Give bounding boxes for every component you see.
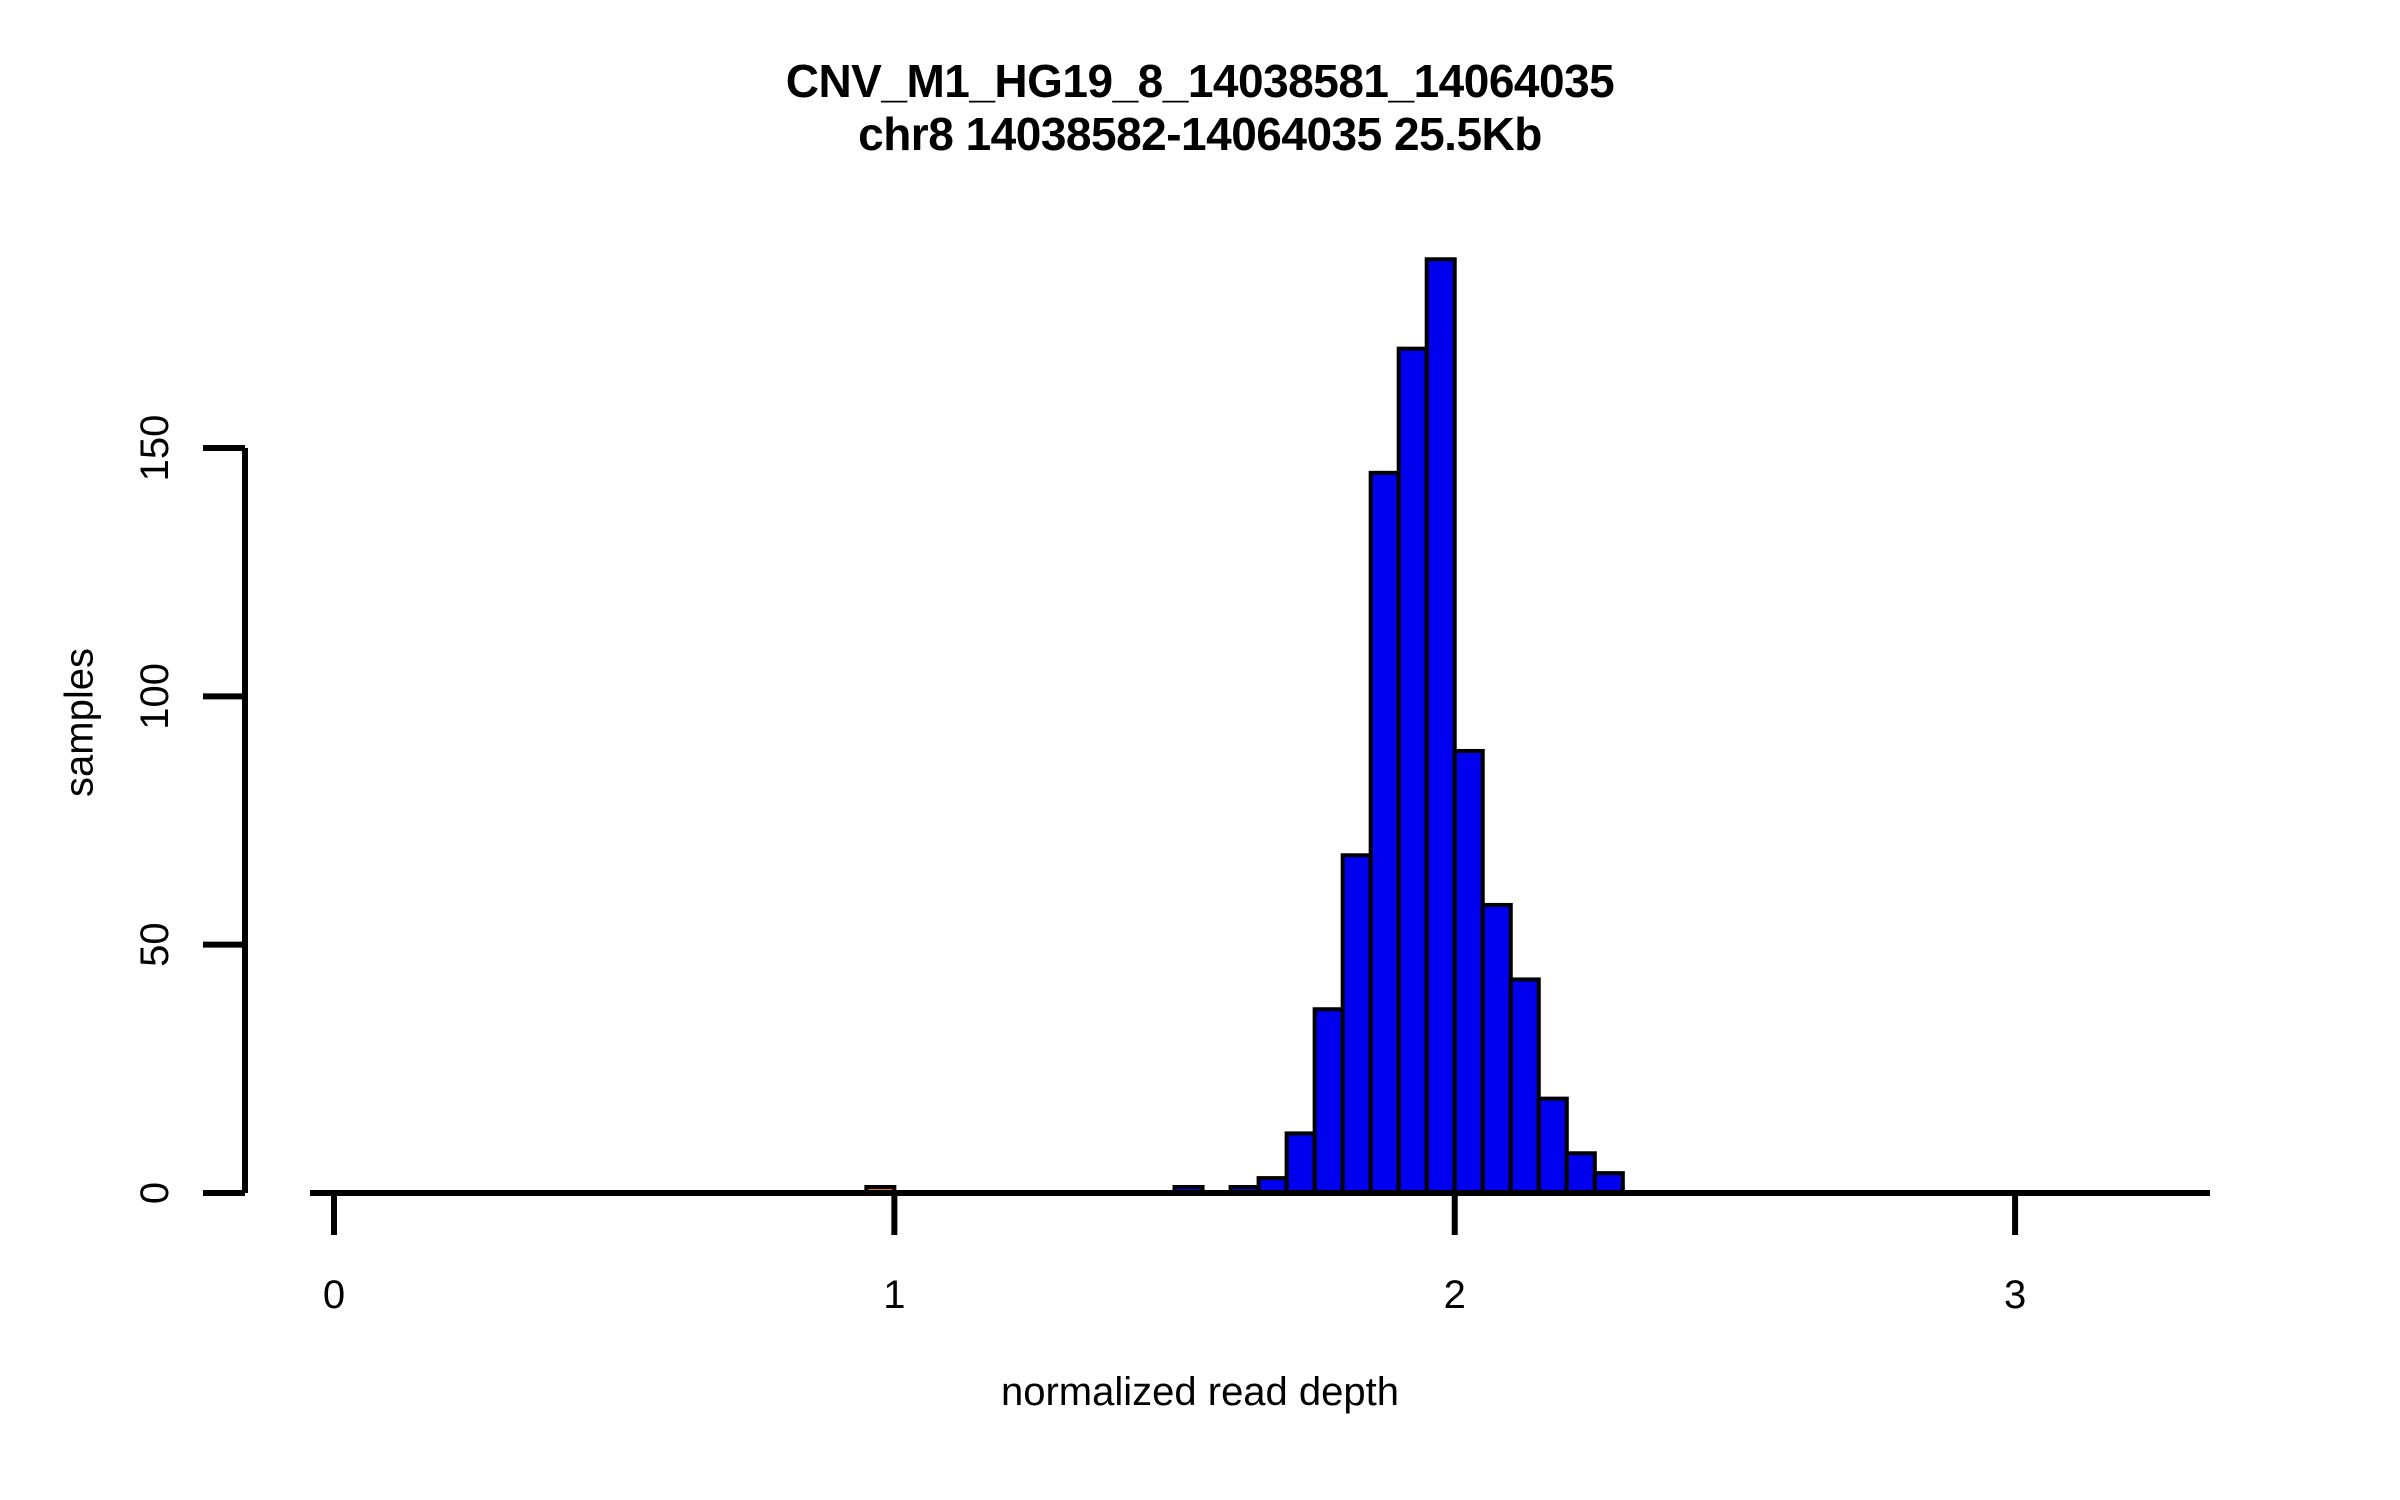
histogram-bar [1424, 257, 1457, 1195]
histogram-bar [1452, 748, 1485, 1195]
histogram-bar [1284, 1131, 1317, 1196]
y-tick-label: 50 [133, 922, 177, 967]
histogram-bar [1564, 1151, 1597, 1196]
y-axis-ticks: 0 50 100 150 [133, 415, 245, 1204]
histogram-bar [1396, 346, 1429, 1195]
y-tick-label: 150 [133, 415, 177, 482]
histogram-bar [1368, 470, 1401, 1196]
chart-axes [242, 448, 2210, 1196]
x-axis-ticks: 0 1 2 3 [323, 1193, 2026, 1317]
chart-title-line-1: CNV_M1_HG19_8_14038581_14064035 [785, 55, 1615, 107]
x-tick-label: 1 [883, 1273, 905, 1317]
y-tick-label: 0 [133, 1182, 177, 1204]
histogram-bar [1508, 977, 1541, 1196]
y-axis-label: samples [57, 648, 102, 797]
histogram-bar [1536, 1096, 1569, 1195]
y-tick-label: 100 [133, 663, 177, 730]
chart-title-block: CNV_M1_HG19_8_14038581_14064035 chr8 140… [0, 55, 2400, 162]
histogram-bar [1312, 1007, 1345, 1195]
histogram-bar [1340, 853, 1373, 1195]
x-tick-label: 0 [323, 1273, 345, 1317]
x-axis-label: normalized read depth [1000, 1370, 1400, 1414]
x-tick-label: 2 [1444, 1273, 1466, 1317]
histogram-bar [1480, 902, 1513, 1196]
chart-title-line-2: chr8 14038582-14064035 25.5Kb [858, 108, 1542, 161]
histogram-bars [864, 257, 1625, 1196]
x-tick-label: 3 [2004, 1273, 2026, 1317]
